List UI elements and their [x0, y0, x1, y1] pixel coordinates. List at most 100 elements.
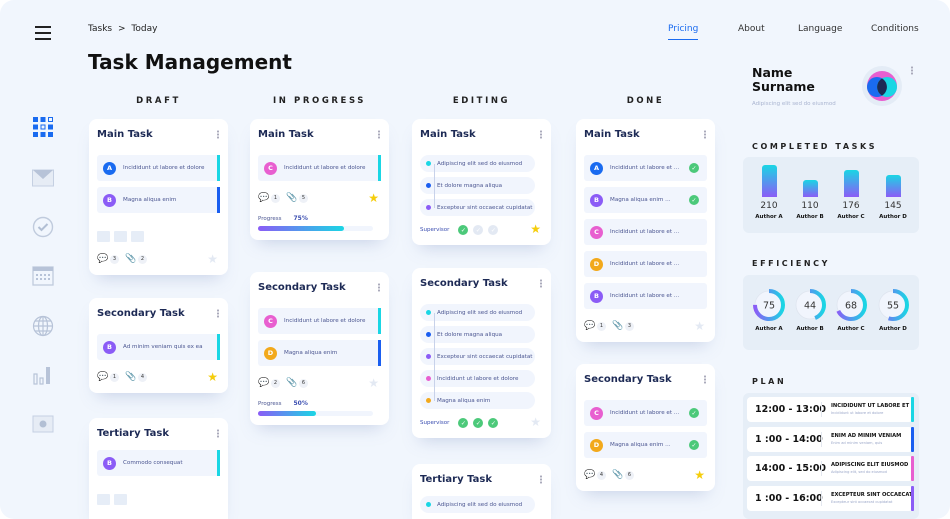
image-thumbnail-icon[interactable] — [114, 231, 127, 242]
more-options-icon[interactable] — [540, 130, 542, 139]
comment-icon[interactable]: 💬 — [584, 470, 596, 480]
nav-conditions[interactable]: Conditions — [871, 24, 919, 34]
task-item[interactable]: B Incididunt ut labore et ... — [584, 283, 707, 309]
star-icon[interactable]: ★ — [207, 252, 218, 266]
task-card[interactable]: Tertiary Task Adipiscing elit sed do eius… — [412, 464, 551, 519]
image-thumbnail-icon[interactable] — [97, 494, 110, 505]
timeline-item[interactable]: Adipiscing elit sed do eiusmod — [420, 496, 535, 513]
profile-more-icon[interactable] — [911, 66, 913, 75]
task-card[interactable]: Secondary Task C Incididunt ut labore et .… — [576, 364, 715, 491]
task-item[interactable]: D Magna aliqua enim — [258, 340, 381, 366]
breadcrumb-tasks[interactable]: Tasks — [88, 24, 113, 34]
approval-check-icon[interactable]: ✓ — [488, 225, 499, 235]
more-options-icon[interactable] — [217, 429, 219, 438]
approval-check-icon[interactable]: ✓ — [458, 225, 469, 235]
task-item[interactable]: B Magna aliqua enim — [97, 187, 220, 213]
task-item[interactable]: A Incididunt ut labore et dolore — [97, 155, 220, 181]
more-options-icon[interactable] — [217, 130, 219, 139]
task-card[interactable]: Secondary Task Adipiscing elit sed do eiu… — [412, 268, 551, 438]
timeline-item[interactable]: Excepteur sint occaecat cupidatat — [420, 199, 535, 216]
more-options-icon[interactable] — [378, 283, 380, 292]
task-item[interactable]: C Incididunt ut labore et ... ✓ — [584, 400, 707, 426]
timeline-item[interactable]: Excepteur sint occaecat cupidatat — [420, 348, 535, 365]
task-item[interactable]: D Magna aliqua enim ... ✓ — [584, 432, 707, 458]
timeline-item[interactable]: Et dolore magna aliqua — [420, 177, 535, 194]
more-options-icon[interactable] — [540, 279, 542, 288]
more-options-icon[interactable] — [704, 130, 706, 139]
globe-icon[interactable] — [32, 315, 54, 337]
task-item[interactable]: C Incididunt ut labore et dolore — [258, 155, 381, 181]
paperclip-icon[interactable]: 📎 — [125, 254, 137, 264]
comment-icon[interactable]: 💬 — [258, 378, 270, 388]
task-card[interactable]: Tertiary Task B Commodo consequat — [89, 418, 228, 519]
image-thumbnail-icon[interactable] — [131, 231, 144, 242]
task-card[interactable]: Main Task A Incididunt ut labore et ... ✓ B M… — [576, 119, 715, 342]
task-item[interactable]: A Incididunt ut labore et ... ✓ — [584, 155, 707, 181]
comment-icon[interactable]: 💬 — [584, 321, 596, 331]
timeline: Adipiscing elit sed do eiusmod Et dolore … — [420, 304, 543, 409]
star-icon[interactable]: ★ — [530, 415, 541, 429]
star-icon[interactable]: ★ — [694, 319, 705, 333]
plan-item[interactable]: 14:00 - 15:00 ADIPISCING ELIT EIUSMOD Adip… — [747, 456, 914, 481]
paperclip-icon[interactable]: 📎 — [612, 321, 624, 331]
star-icon[interactable]: ★ — [694, 468, 705, 482]
approval-check-icon[interactable]: ✓ — [473, 225, 484, 235]
paperclip-icon[interactable]: 📎 — [286, 193, 298, 203]
bar-chart-icon[interactable] — [32, 364, 54, 386]
timeline-item[interactable]: Adipiscing elit sed do eiusmod — [420, 304, 535, 321]
plan-item[interactable]: 1 :00 - 16:00 EXCEPTEUR SINT OCCAECAT Exce… — [747, 485, 914, 511]
timeline-item[interactable]: Et dolore magna aliqua — [420, 326, 535, 343]
task-item[interactable]: B Ad minim veniam quis ex ea — [97, 334, 220, 360]
task-item[interactable]: D Incididunt ut labore et ... — [584, 251, 707, 277]
nav-pricing[interactable]: Pricing — [668, 24, 699, 40]
task-item[interactable]: B Magna aliqua enim ... ✓ — [584, 187, 707, 213]
task-item[interactable]: B Commodo consequat — [97, 450, 220, 476]
task-card[interactable]: Main Task A Incididunt ut labore et dolore… — [89, 119, 228, 275]
breadcrumb-today[interactable]: Today — [131, 24, 158, 34]
more-options-icon[interactable] — [704, 375, 706, 384]
star-icon[interactable]: ★ — [530, 222, 541, 236]
avatar[interactable] — [862, 66, 902, 106]
task-item[interactable]: C Incididunt ut labore et ... — [584, 219, 707, 245]
record-icon[interactable] — [32, 413, 54, 435]
more-options-icon[interactable] — [540, 475, 542, 484]
priority-bar — [217, 187, 220, 213]
star-icon[interactable]: ★ — [368, 191, 379, 205]
more-options-icon[interactable] — [217, 309, 219, 318]
task-card[interactable]: Secondary Task B Ad minim veniam quis ex e… — [89, 298, 228, 393]
plan-item[interactable]: 12:00 - 13:00 INCIDIDUNT UT LABORE ET Inci… — [747, 397, 914, 422]
dashboard-icon[interactable] — [32, 116, 54, 138]
check-circle-icon[interactable] — [32, 216, 54, 238]
calendar-icon[interactable] — [32, 265, 54, 287]
plan-item[interactable]: 1 :00 - 14:00 ENIM AD MINIM VENIAM Enim ad… — [747, 426, 914, 452]
timeline-item[interactable]: Incididunt ut labore et dolore — [420, 370, 535, 387]
mail-icon[interactable] — [32, 167, 54, 189]
more-options-icon[interactable] — [378, 130, 380, 139]
paperclip-icon[interactable]: 📎 — [612, 470, 624, 480]
nav-about[interactable]: About — [738, 24, 765, 34]
timeline-item[interactable]: Magna aliqua enim — [420, 392, 535, 409]
star-icon[interactable]: ★ — [368, 376, 379, 390]
nav-language[interactable]: Language — [798, 24, 843, 34]
card-title: Main Task — [420, 129, 476, 140]
approval-check-icon[interactable]: ✓ — [488, 418, 499, 428]
hamburger-menu-icon[interactable] — [35, 26, 51, 40]
comment-icon[interactable]: 💬 — [97, 254, 109, 264]
task-card[interactable]: Main Task Adipiscing elit sed do eiusmod E… — [412, 119, 551, 245]
approval-check-icon[interactable]: ✓ — [473, 418, 484, 428]
task-item[interactable]: C Incididunt ut labore et dolore — [258, 308, 381, 334]
task-item-text: Ad minim veniam quis ex ea — [123, 344, 203, 350]
image-thumbnail-icon[interactable] — [97, 231, 110, 242]
paperclip-icon[interactable]: 📎 — [125, 372, 137, 382]
image-thumbnail-icon[interactable] — [114, 494, 127, 505]
approval-check-icon[interactable]: ✓ — [458, 418, 469, 428]
task-item-text: Magna aliqua enim — [284, 350, 338, 356]
paperclip-icon[interactable]: 📎 — [286, 378, 298, 388]
comment-icon[interactable]: 💬 — [97, 372, 109, 382]
task-card[interactable]: Secondary Task C Incididunt ut labore et d… — [250, 272, 389, 425]
task-card[interactable]: Main Task C Incididunt ut labore et dolore… — [250, 119, 389, 240]
star-icon[interactable]: ★ — [207, 370, 218, 384]
breadcrumb-separator: > — [118, 24, 126, 34]
timeline-item[interactable]: Adipiscing elit sed do eiusmod — [420, 155, 535, 172]
comment-icon[interactable]: 💬 — [258, 193, 270, 203]
